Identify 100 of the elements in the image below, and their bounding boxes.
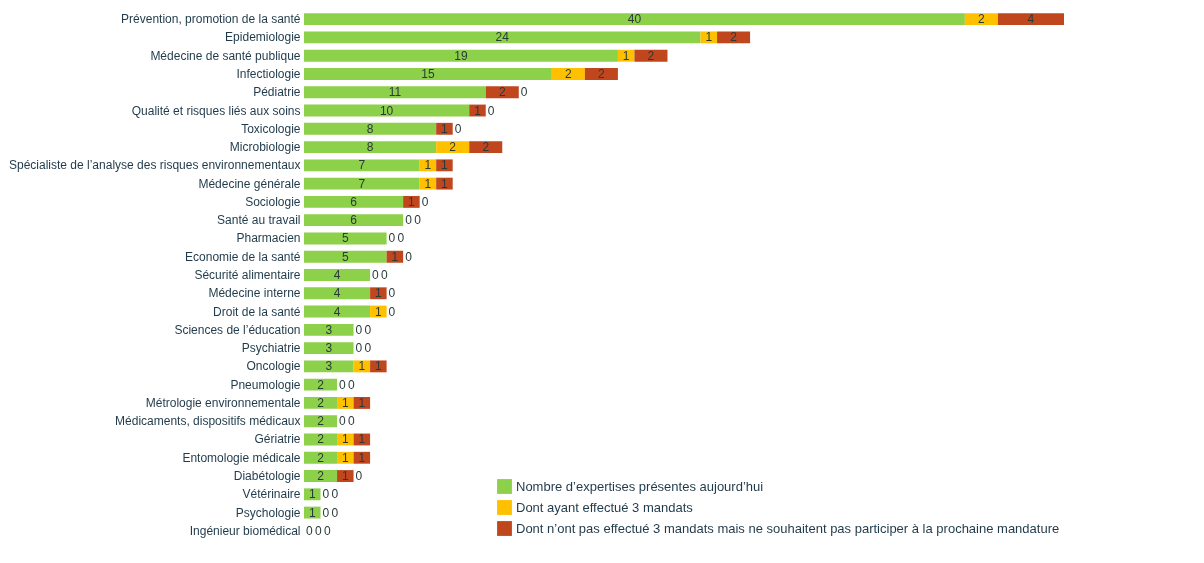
data-label: 0 <box>405 213 413 228</box>
data-label: 0 <box>306 523 313 538</box>
data-label: 15 <box>421 66 435 81</box>
data-label: 1 <box>705 30 713 45</box>
data-label: 1 <box>424 158 432 173</box>
bar <box>370 360 387 373</box>
bar <box>304 49 618 62</box>
bar <box>304 360 354 373</box>
bar <box>304 287 371 300</box>
y-tick-label: Médicaments, dispositifs médicaux <box>115 414 301 429</box>
data-label: 1 <box>308 505 316 520</box>
bar <box>337 470 354 482</box>
bar <box>304 122 437 135</box>
data-label: 0 <box>454 121 462 136</box>
data-label: 1 <box>308 487 316 502</box>
data-label: 0 <box>388 231 396 246</box>
data-label: 1 <box>358 395 366 410</box>
data-label: 2 <box>317 432 325 447</box>
bar <box>337 396 354 409</box>
y-tick-label: Spécialiste de l’analyse des risques environnementaux <box>8 158 301 173</box>
legend-label: Dont ayant effectué 3 mandats <box>516 499 694 515</box>
bar <box>304 323 354 336</box>
bar <box>964 13 998 26</box>
y-tick-label: Prévention, promotion de la santé <box>121 12 301 27</box>
bar <box>304 214 404 227</box>
bar <box>304 159 420 172</box>
data-label: 0 <box>315 523 322 538</box>
data-label: 1 <box>424 176 432 191</box>
bar <box>403 195 420 208</box>
bar <box>304 415 338 428</box>
data-label: 0 <box>355 469 363 484</box>
data-label: 0 <box>421 194 429 209</box>
bar <box>304 86 486 99</box>
data-label: 0 <box>388 304 396 319</box>
data-label: 2 <box>730 30 738 45</box>
data-label: 4 <box>333 286 341 301</box>
data-label: 2 <box>317 469 325 484</box>
y-tick-label: Droit de la santé <box>213 304 301 319</box>
legend-label: Nombre d’expertises présentes aujourd’hui <box>516 478 764 494</box>
data-label: 4 <box>333 268 341 282</box>
data-label: 2 <box>565 66 572 81</box>
bar <box>634 49 668 62</box>
data-label: 0 <box>339 377 347 392</box>
data-label: 2 <box>647 48 655 63</box>
y-tick-label: Gériatrie <box>254 432 301 447</box>
data-label: 3 <box>325 359 333 374</box>
bar <box>304 396 338 409</box>
data-label: 5 <box>341 231 349 246</box>
data-label: 1 <box>391 249 399 264</box>
y-tick-label: Sociologie <box>245 194 301 209</box>
data-label: 0 <box>414 213 422 228</box>
data-label: 0 <box>364 341 372 356</box>
bar <box>304 269 371 281</box>
data-label: 1 <box>375 286 382 301</box>
bar <box>304 250 387 263</box>
data-label: 19 <box>454 48 468 63</box>
y-tick-label: Vétérinaire <box>242 487 301 502</box>
data-label: 0 <box>405 249 413 264</box>
bar <box>304 31 701 44</box>
data-label: 7 <box>358 158 366 173</box>
data-label: 0 <box>324 523 331 538</box>
bar <box>436 159 453 172</box>
data-label: 0 <box>397 231 405 246</box>
data-label: 1 <box>408 194 416 209</box>
data-label: 2 <box>317 414 325 429</box>
bar <box>304 470 338 482</box>
data-label: 2 <box>449 140 457 155</box>
data-label: 40 <box>627 12 642 27</box>
data-label: 2 <box>598 66 606 81</box>
data-label: 0 <box>339 414 347 429</box>
bar <box>304 195 404 208</box>
data-label: 1 <box>441 176 449 191</box>
data-label: 0 <box>322 505 330 520</box>
data-label: 0 <box>331 487 339 502</box>
bar <box>436 177 453 190</box>
y-tick-label: Médecine générale <box>198 176 301 191</box>
data-label: 1 <box>375 359 382 374</box>
y-tick-label: Pharmacien <box>236 231 301 246</box>
data-label: 2 <box>978 12 986 27</box>
bar <box>551 68 585 80</box>
data-label: 0 <box>388 286 396 301</box>
y-tick-label: Ingénieur biomédical <box>189 523 301 538</box>
data-label: 1 <box>441 121 449 136</box>
data-label: 0 <box>364 322 372 337</box>
data-label: 10 <box>379 103 394 118</box>
data-label: 0 <box>520 85 528 100</box>
y-tick-label: Médecine de santé publique <box>150 48 301 63</box>
y-tick-label: Qualité et risques liés aux soins <box>131 103 301 118</box>
y-tick-label: Oncologie <box>246 359 301 374</box>
bar <box>584 68 618 80</box>
y-tick-label: Psychiatrie <box>241 341 301 356</box>
bar <box>485 86 519 99</box>
data-label: 0 <box>355 341 363 356</box>
y-tick-label: Pédiatrie <box>253 85 301 100</box>
y-tick-label: Sciences de l’éducation <box>174 322 301 337</box>
data-label: 0 <box>348 377 356 392</box>
data-label: 1 <box>358 450 366 465</box>
data-label: 0 <box>381 268 389 282</box>
bar <box>436 141 470 154</box>
bar <box>436 122 453 135</box>
